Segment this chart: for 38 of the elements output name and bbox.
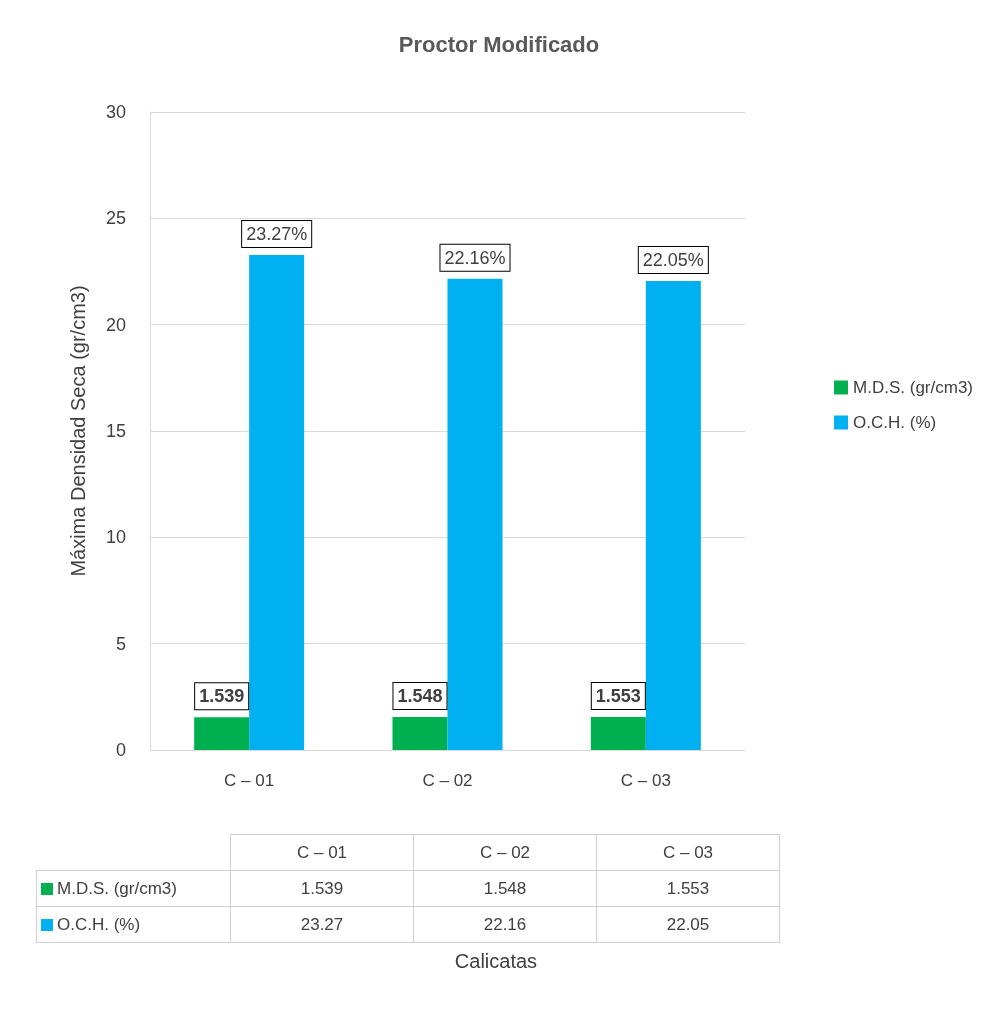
data-label: 1.539 [199,686,245,707]
y-axis-title: Máxima Densidad Seca (gr/cm3) [67,285,89,577]
y-tick-label: 30 [105,102,126,122]
category-label: C – 02 [479,842,531,862]
text: 23.27 [230,906,414,943]
y-tick-label: 10 [105,527,126,548]
text: 22.05 [596,906,780,943]
data-label: 22.16% [444,247,506,268]
y-tick-label: 5 [115,633,126,654]
bar [249,255,305,750]
text: 1.539 [230,870,414,907]
y-tick-label: 0 [115,740,126,760]
text: 1.548 [413,870,597,907]
text: 1.553 [596,870,780,907]
text: 22.16 [413,906,597,943]
text: O.C.H. (%) [57,914,141,934]
y-tick-label: 15 [105,421,126,441]
y-tick-label: 20 [105,314,126,335]
bar [590,716,646,750]
bar [645,281,701,750]
x-tick-label: C – 03 [620,771,671,790]
data-label: 1.553 [595,685,641,706]
chart-title: Proctor Modificado [398,31,600,57]
bar [447,278,503,750]
legend-label: M.D.S. (gr/cm3) [36,870,231,907]
x-tick-label: C – 01 [224,771,275,790]
text: M.D.S. (gr/cm3) [853,378,974,397]
data-label: 23.27% [246,224,308,245]
data-label: 22.05% [642,250,704,271]
bar [392,717,448,750]
y-tick-label: 25 [105,208,126,229]
x-tick-label: C – 02 [422,771,473,790]
data-label: 1.548 [397,686,443,707]
text: Calicatas [453,950,539,973]
category-label: C – 01 [296,842,348,862]
category-label: C – 03 [662,842,714,862]
bar [194,717,250,750]
legend-label: O.C.H. (%) [853,413,937,432]
